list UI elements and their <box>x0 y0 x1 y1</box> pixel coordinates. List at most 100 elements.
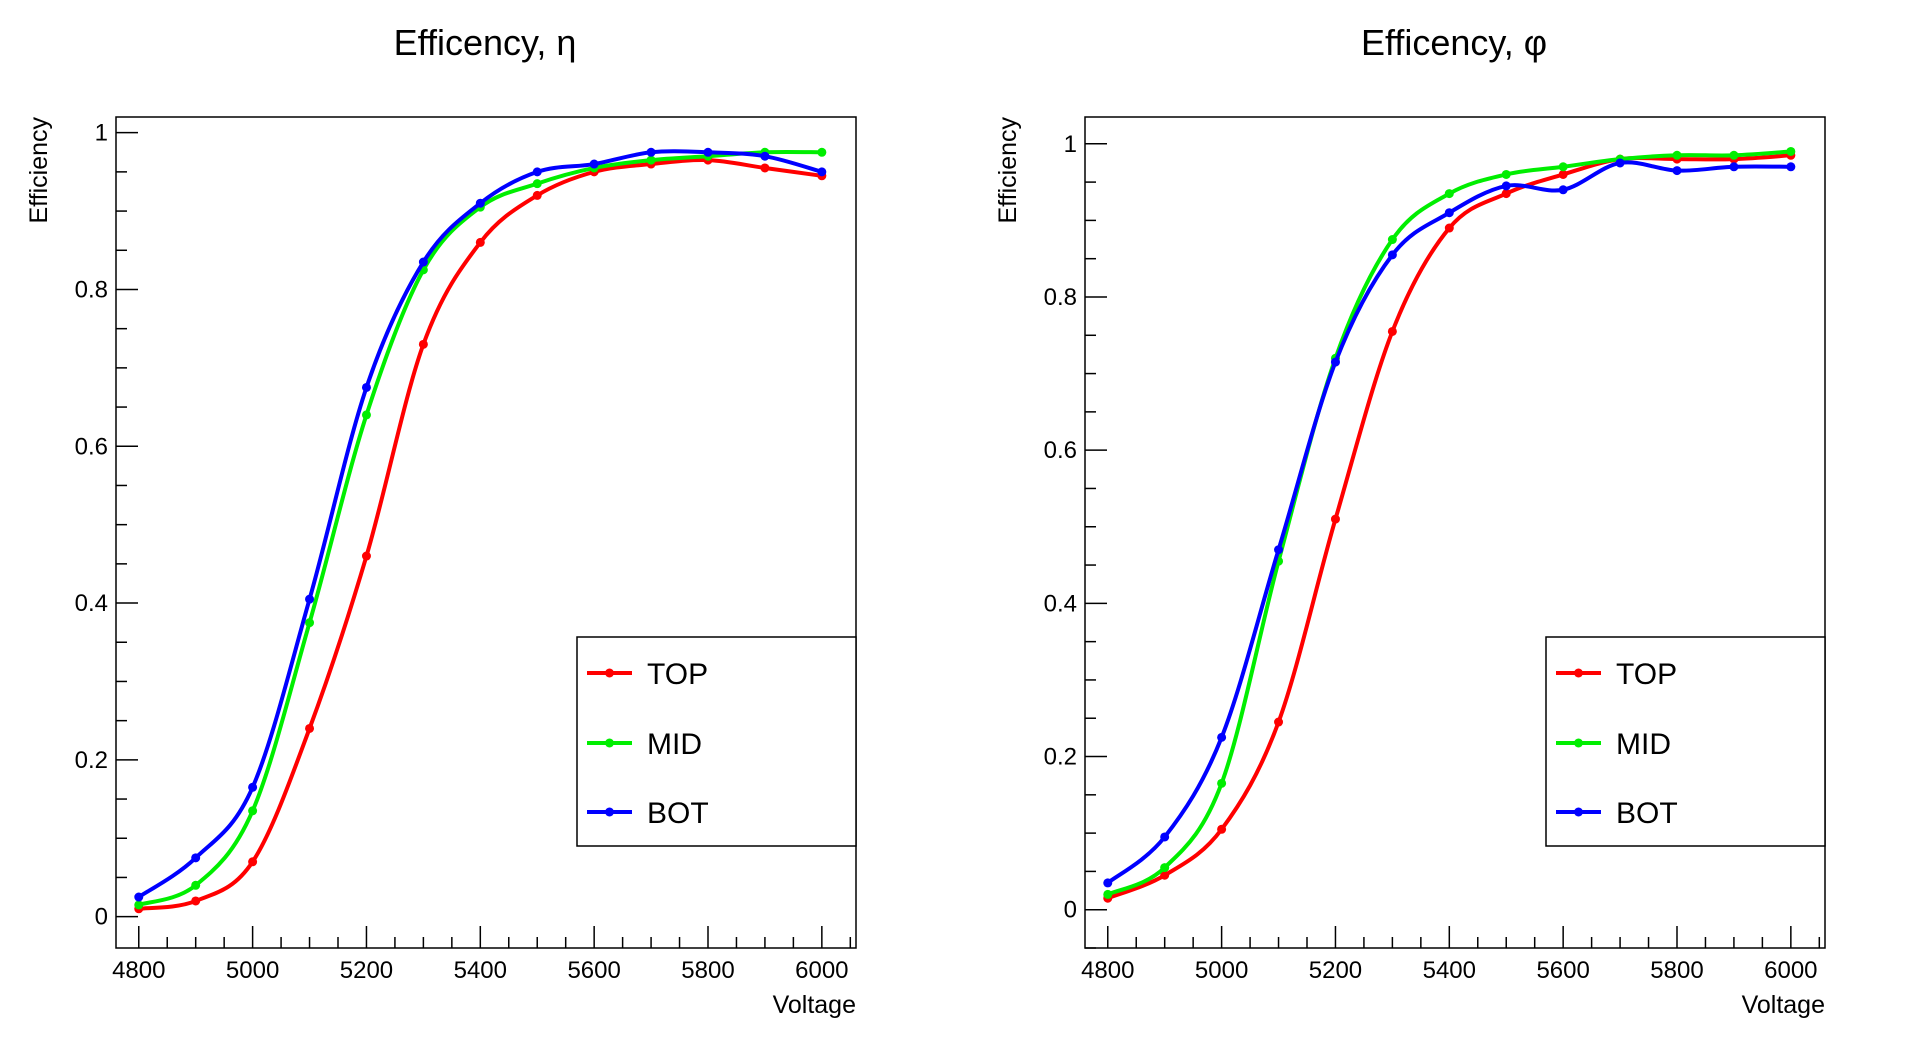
data-point-bot <box>703 147 713 157</box>
data-point-top <box>1330 514 1340 524</box>
data-point-mid <box>1103 889 1113 899</box>
legend-label-bot: BOT <box>647 797 709 830</box>
legend: TOP MID BOT <box>1545 636 1826 847</box>
data-point-mid <box>305 618 315 628</box>
legend-marker-top <box>605 668 614 678</box>
data-point-mid <box>1387 235 1397 245</box>
x-tick-label: 6000 <box>1764 957 1817 984</box>
data-point-top <box>760 163 770 173</box>
data-point-top <box>532 190 542 200</box>
panel-eta: Efficency, η 4800 5000 5200 5400 5600 5800 600… <box>25 22 857 1019</box>
y-tick-label: 0.4 <box>1044 590 1077 617</box>
data-point-mid <box>1558 162 1568 172</box>
data-point-bot <box>760 151 770 161</box>
legend-label-mid: MID <box>1616 728 1671 761</box>
legend-item-bot: BOT <box>1556 797 1678 830</box>
data-point-top <box>191 896 201 906</box>
legend-item-bot: BOT <box>587 797 709 830</box>
x-tick-label: 5800 <box>681 957 734 984</box>
plot-frame <box>1084 116 1826 949</box>
data-point-bot <box>1786 162 1796 172</box>
x-tick-label: 4800 <box>1081 957 1134 984</box>
legend-label-mid: MID <box>647 728 702 761</box>
series-line-top <box>1107 153 1791 901</box>
legend-item-top: TOP <box>1556 658 1677 691</box>
data-point-top <box>1160 870 1170 880</box>
x-axis-title: Voltage <box>1742 991 1825 1019</box>
data-point-bot <box>589 159 599 169</box>
legend-marker-top <box>1574 668 1583 678</box>
legend-item-mid: MID <box>1556 728 1671 761</box>
data-point-bot <box>1672 166 1682 176</box>
y-tick-label: 0.6 <box>75 433 108 460</box>
data-point-mid <box>248 806 258 816</box>
legend-label-bot: BOT <box>1616 797 1678 830</box>
data-point-mid <box>134 900 144 910</box>
data-point-bot <box>1274 545 1284 555</box>
data-point-mid <box>1444 189 1454 199</box>
x-tick-label: 5400 <box>454 957 507 984</box>
data-point-mid <box>1501 169 1511 179</box>
data-point-top <box>1558 169 1568 179</box>
y-tick-label: 0.8 <box>1044 284 1077 311</box>
data-point-bot <box>1387 250 1397 260</box>
data-point-top <box>1217 824 1227 834</box>
data-point-mid <box>532 179 542 189</box>
x-ticks: 4800 5000 5200 5400 5600 5800 6000 <box>112 926 852 984</box>
legend-label-top: TOP <box>1616 658 1677 691</box>
data-point-mid <box>191 880 201 890</box>
data-point-bot <box>248 782 258 792</box>
data-point-mid <box>817 147 827 157</box>
data-point-bot <box>1217 732 1227 742</box>
x-tick-label: 5000 <box>1195 957 1248 984</box>
data-point-top <box>361 551 371 561</box>
legend-marker-mid <box>1574 738 1583 748</box>
x-tick-label: 5000 <box>226 957 279 984</box>
legend-label-top: TOP <box>647 658 708 691</box>
data-point-bot <box>361 382 371 392</box>
data-point-mid <box>361 410 371 420</box>
x-tick-label: 4800 <box>112 957 165 984</box>
y-tick-label: 0 <box>1064 897 1077 924</box>
series-layer <box>1103 146 1796 903</box>
x-tick-label: 5200 <box>1309 957 1362 984</box>
data-point-bot <box>475 198 485 208</box>
data-point-bot <box>1615 158 1625 168</box>
x-axis-title: Voltage <box>773 991 856 1019</box>
legend-marker-mid <box>605 738 614 748</box>
data-point-bot <box>1501 181 1511 191</box>
data-point-bot <box>817 167 827 177</box>
data-point-bot <box>418 257 428 267</box>
data-point-bot <box>1558 185 1568 195</box>
data-point-top <box>248 857 258 867</box>
data-point-mid <box>1160 863 1170 873</box>
x-tick-label: 6000 <box>795 957 848 984</box>
data-point-mid <box>1729 150 1739 160</box>
data-point-top <box>1274 717 1284 727</box>
data-point-bot <box>305 594 315 604</box>
data-point-top <box>1444 223 1454 233</box>
y-axis-title: Efficiency <box>994 117 1022 224</box>
y-tick-label: 1 <box>1064 131 1077 158</box>
data-point-mid <box>1786 146 1796 156</box>
x-tick-label: 5800 <box>1650 957 1703 984</box>
data-point-top <box>418 339 428 349</box>
data-point-bot <box>1330 357 1340 367</box>
y-tick-label: 0.4 <box>75 590 108 617</box>
x-tick-label: 5600 <box>1536 957 1589 984</box>
data-point-bot <box>1160 832 1170 842</box>
plot-frame <box>115 116 857 949</box>
chart-title: Efficency, η <box>394 22 577 63</box>
data-point-mid <box>1672 150 1682 160</box>
data-point-mid <box>1217 778 1227 788</box>
data-point-top <box>1501 189 1511 199</box>
y-tick-label: 0.8 <box>75 276 108 303</box>
y-tick-label: 0 <box>95 904 108 931</box>
data-point-bot <box>532 167 542 177</box>
y-ticks: 0 0.2 0.4 0.6 0.8 1 <box>1044 131 1107 949</box>
data-point-bot <box>1103 878 1113 888</box>
data-point-mid <box>646 155 656 165</box>
panel-phi: Efficency, φ 4800 5000 5200 5400 5600 5800 600… <box>994 22 1826 1019</box>
data-point-bot <box>134 892 144 902</box>
data-point-top <box>475 237 485 247</box>
